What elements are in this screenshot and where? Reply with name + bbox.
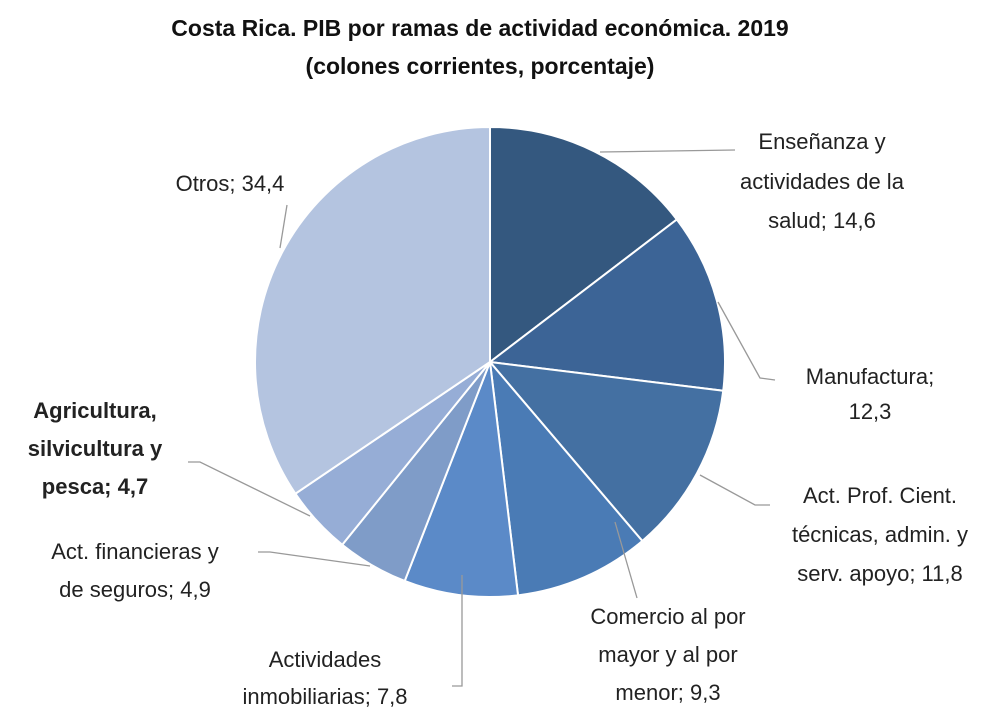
slice-label: inmobiliarias; 7,8 bbox=[242, 684, 407, 709]
slice-label: salud; 14,6 bbox=[768, 208, 876, 233]
slice-label: Agricultura, bbox=[33, 398, 156, 423]
slice-label: 12,3 bbox=[849, 399, 892, 424]
slice-label: menor; 9,3 bbox=[615, 680, 720, 705]
slice-label: técnicas, admin. y bbox=[792, 522, 968, 547]
slice-label: pesca; 4,7 bbox=[42, 474, 148, 499]
slice-label: Comercio al por bbox=[590, 604, 745, 629]
pie-slice bbox=[488, 358, 644, 597]
slice-label: silvicultura y bbox=[28, 436, 163, 461]
slice-label: Manufactura; bbox=[806, 364, 934, 389]
slice-label: Enseñanza y bbox=[758, 129, 885, 154]
slice-label: serv. apoyo; 11,8 bbox=[797, 561, 963, 586]
chart-title: Costa Rica. PIB por ramas de actividad e… bbox=[171, 15, 788, 41]
leader-line bbox=[614, 521, 638, 599]
chart-subtitle: (colones corrientes, porcentaje) bbox=[306, 53, 655, 79]
leader-line bbox=[699, 474, 770, 506]
pie-slice bbox=[254, 125, 491, 496]
slice-label: Otros; 34,4 bbox=[176, 171, 285, 196]
leader-line bbox=[599, 149, 736, 153]
slice-label: Act. Prof. Cient. bbox=[803, 483, 957, 508]
pie-slice bbox=[487, 360, 725, 543]
leader-line bbox=[452, 575, 463, 687]
slice-label: actividades de la bbox=[740, 169, 905, 194]
pie-slice bbox=[487, 218, 726, 392]
slice-label: mayor y al por bbox=[598, 642, 737, 667]
leader-line bbox=[279, 204, 288, 249]
slice-label: de seguros; 4,9 bbox=[59, 577, 211, 602]
pie-slice bbox=[403, 361, 520, 598]
leader-line bbox=[717, 301, 776, 381]
leader-line bbox=[188, 461, 311, 517]
slice-label: Act. financieras y bbox=[51, 539, 219, 564]
leader-line bbox=[258, 551, 371, 567]
pie-slice bbox=[489, 125, 679, 365]
slice-label: Actividades bbox=[269, 647, 382, 672]
